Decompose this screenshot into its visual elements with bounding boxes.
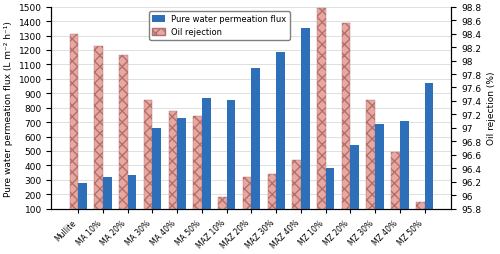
Bar (366, 100, 375, 223)
Bar (78, 184, 87, 223)
Bar (400, 122, 408, 223)
Bar (416, 202, 424, 223)
Bar (119, 56, 128, 223)
Bar (168, 112, 177, 223)
Bar (276, 53, 285, 223)
Bar (375, 124, 384, 223)
Bar (424, 84, 433, 223)
Y-axis label: Oil rejection (%): Oil rejection (%) (487, 72, 496, 145)
Y-axis label: Pure water permeation flux (L m⁻² h⁻¹): Pure water permeation flux (L m⁻² h⁻¹) (4, 21, 13, 196)
Bar (301, 29, 310, 223)
Bar (144, 100, 152, 223)
Bar (194, 117, 202, 223)
Bar (326, 168, 334, 223)
Bar (128, 175, 136, 223)
Bar (350, 146, 359, 223)
Bar (292, 161, 301, 223)
Bar (202, 99, 210, 223)
Bar (342, 23, 350, 223)
Bar (152, 128, 161, 223)
Bar (177, 118, 186, 223)
Bar (243, 177, 252, 223)
Bar (391, 152, 400, 223)
Bar (268, 174, 276, 223)
Bar (70, 35, 78, 223)
Legend: Pure water permeation flux, Oil rejection: Pure water permeation flux, Oil rejectio… (149, 12, 290, 40)
Bar (103, 177, 112, 223)
Bar (226, 100, 235, 223)
Bar (317, 9, 326, 223)
Bar (94, 47, 103, 223)
Bar (218, 197, 226, 223)
Bar (252, 69, 260, 223)
